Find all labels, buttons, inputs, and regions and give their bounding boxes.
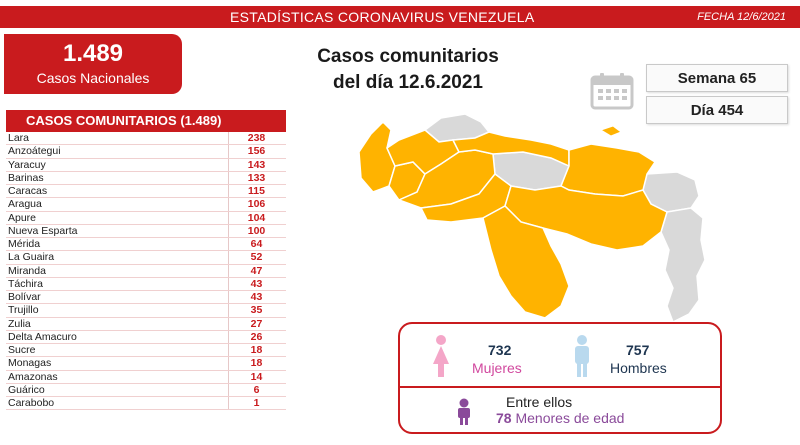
state-cases: 47	[228, 264, 284, 277]
state-cases: 143	[228, 158, 284, 171]
man-icon	[575, 335, 589, 377]
map-bolivar	[504, 185, 668, 251]
table-row: Táchira 43	[6, 277, 286, 291]
headline: Casos comunitarios del día 12.6.2021	[268, 44, 548, 96]
table-row: Barinas 133	[6, 171, 286, 185]
table-row: Monagas 18	[6, 357, 286, 371]
state-name: Guárico	[8, 383, 45, 396]
calendar-icon	[590, 73, 634, 110]
state-name: Aragua	[8, 198, 42, 211]
state-name: Zulia	[8, 317, 31, 330]
table-row: Mérida 64	[6, 238, 286, 252]
state-name: Carabobo	[8, 397, 55, 409]
table-row: Trujillo 35	[6, 304, 286, 318]
day-box: Día 454	[646, 96, 788, 124]
state-name: Táchira	[8, 277, 44, 290]
map-nueva-esparta	[599, 125, 623, 137]
men-label: Hombres	[610, 360, 667, 376]
kids-line: 78 Menores de edad	[496, 410, 624, 426]
table-row: Yaracuy 143	[6, 158, 286, 172]
state-name: Lara	[8, 132, 30, 144]
state-name: Amazonas	[8, 370, 58, 383]
week-box: Semana 65	[646, 64, 788, 92]
state-cases: 133	[228, 171, 284, 184]
page-title: ESTADÍSTICAS CORONAVIRUS VENEZUELA	[230, 9, 535, 25]
state-cases: 43	[228, 277, 284, 290]
table-row: Bolívar 43	[6, 291, 286, 305]
state-cases: 156	[228, 145, 284, 158]
table-row: Nueva Esparta 100	[6, 224, 286, 238]
state-name: Barinas	[8, 171, 44, 184]
kids-label: Menores de edad	[515, 410, 625, 426]
state-cases: 18	[228, 344, 284, 357]
table-row: Aragua 106	[6, 198, 286, 212]
top-banner: ESTADÍSTICAS CORONAVIRUS VENEZUELA FECHA…	[0, 6, 800, 28]
map-east	[560, 143, 657, 197]
state-name: Anzoátegui	[8, 145, 61, 158]
table-body: Lara 238 Anzoátegui 156 Yaracuy 143 Barinas 133…	[6, 132, 286, 411]
national-cases-label: Casos Nacionales	[36, 70, 150, 86]
women-count: 732	[488, 342, 512, 358]
state-cases: 6	[228, 383, 284, 396]
state-name: Sucre	[8, 344, 36, 356]
kids-count: 78	[496, 410, 512, 426]
men-count: 757	[626, 342, 650, 358]
state-name: Bolívar	[8, 291, 41, 303]
table-row: Carabobo 1	[6, 397, 286, 411]
table-row: La Guaira 52	[6, 251, 286, 265]
state-cases: 27	[228, 317, 284, 330]
state-cases: 18	[228, 357, 284, 370]
state-name: Delta Amacuro	[8, 330, 77, 343]
venezuela-map	[358, 113, 706, 324]
women-label: Mujeres	[472, 360, 522, 376]
state-cases: 64	[228, 238, 284, 251]
table-header: CASOS COMUNITARIOS (1.489)	[6, 110, 286, 132]
state-cases: 104	[228, 211, 284, 224]
headline-line2: del día 12.6.2021	[333, 72, 483, 93]
state-name: Yaracuy	[8, 158, 46, 171]
state-cases: 14	[228, 370, 284, 383]
state-cases: 35	[228, 304, 284, 317]
state-cases: 115	[228, 185, 284, 198]
state-name: Mérida	[8, 238, 41, 250]
state-name: La Guaira	[8, 251, 55, 264]
state-name: Nueva Esparta	[8, 224, 78, 237]
state-cases: 238	[228, 132, 284, 145]
table-row: Sucre 18	[6, 344, 286, 358]
child-icon	[458, 398, 470, 425]
state-cases: 52	[228, 251, 284, 264]
table-row: Guárico 6	[6, 383, 286, 397]
woman-icon	[433, 335, 449, 377]
state-cases: 26	[228, 330, 284, 343]
table-row: Apure 104	[6, 211, 286, 225]
state-name: Monagas	[8, 357, 52, 370]
community-cases-table: CASOS COMUNITARIOS (1.489) Lara 238 Anzoát…	[6, 110, 286, 411]
map-amazonas	[482, 205, 570, 319]
gender-divider	[400, 386, 720, 388]
table-row: Delta Amacuro 26	[6, 330, 286, 344]
state-name: Trujillo	[8, 304, 39, 317]
map-guayana-esequiba	[660, 207, 706, 324]
kids-intro: Entre ellos	[506, 394, 573, 410]
state-cases: 1	[228, 397, 284, 410]
national-cases-count: 1.489	[62, 40, 124, 67]
national-cases-box: 1.489 Casos Nacionales	[4, 34, 182, 94]
state-cases: 100	[228, 224, 284, 237]
state-name: Miranda	[8, 264, 46, 277]
state-name: Apure	[8, 211, 37, 224]
state-cases: 106	[228, 198, 284, 211]
table-row: Zulia 27	[6, 317, 286, 331]
gender-breakdown-box: 732 Mujeres 757 Hombres Entre ellos 78 M…	[398, 322, 722, 434]
table-row: Amazonas 14	[6, 370, 286, 384]
headline-line1: Casos comunitarios	[317, 46, 499, 67]
table-row: Miranda 47	[6, 264, 286, 278]
state-cases: 43	[228, 291, 284, 304]
table-row: Lara 238	[6, 132, 286, 146]
map-center	[451, 131, 570, 168]
table-row: Anzoátegui 156	[6, 145, 286, 159]
report-date: FECHA 12/6/2021	[697, 11, 786, 23]
state-name: Caracas	[8, 185, 48, 197]
table-row: Caracas 115	[6, 185, 286, 199]
